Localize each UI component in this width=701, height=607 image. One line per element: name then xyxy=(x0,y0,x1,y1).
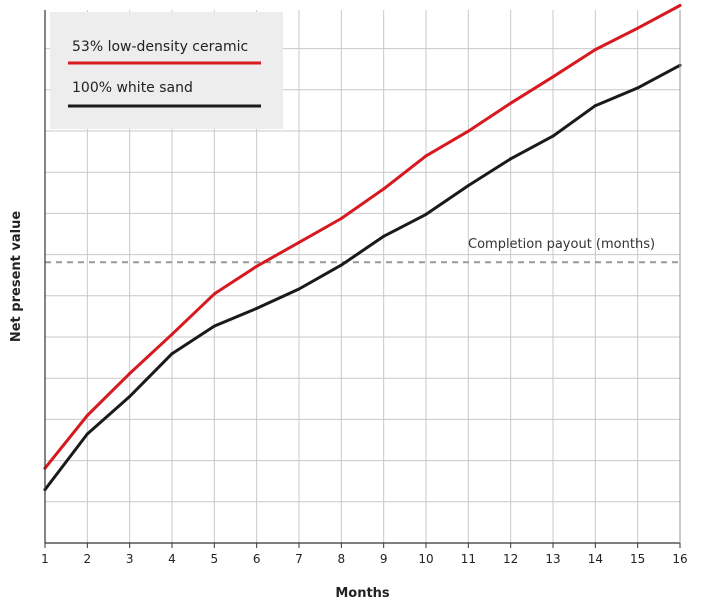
data-point-low-density-ceramic xyxy=(466,129,470,133)
x-tick-label: 16 xyxy=(672,552,687,566)
data-point-low-density-ceramic xyxy=(424,154,428,158)
data-point-low-density-ceramic xyxy=(339,217,343,221)
data-point-low-density-ceramic xyxy=(678,4,682,8)
data-point-low-density-ceramic xyxy=(636,26,640,30)
data-point-white-sand xyxy=(339,263,343,267)
data-point-white-sand xyxy=(212,324,216,328)
legend: 53% low-density ceramic 100% white sand xyxy=(50,12,283,129)
data-point-white-sand xyxy=(466,184,470,188)
data-point-white-sand xyxy=(509,157,513,161)
x-tick-label: 2 xyxy=(84,552,92,566)
data-point-white-sand xyxy=(551,134,555,138)
data-point-low-density-ceramic xyxy=(212,292,216,296)
x-tick-label: 11 xyxy=(461,552,476,566)
data-point-white-sand xyxy=(85,432,89,436)
data-point-low-density-ceramic xyxy=(255,264,259,268)
data-point-white-sand xyxy=(128,395,132,399)
data-point-low-density-ceramic xyxy=(509,101,513,105)
x-tick-labels: 1 2 3 4 5 6 7 8 9 10 11 12 13 14 15 16 xyxy=(41,552,687,566)
axes xyxy=(44,10,681,548)
series-line-low-density-ceramic xyxy=(43,4,682,470)
data-point-low-density-ceramic xyxy=(297,240,301,244)
completion-payout-label: Completion payout (months) xyxy=(468,237,655,252)
x-tick-label: 15 xyxy=(630,552,645,566)
data-point-low-density-ceramic xyxy=(85,413,89,417)
x-tick-label: 3 xyxy=(126,552,134,566)
legend-label-ceramic: 53% low-density ceramic xyxy=(72,39,248,55)
reference-layer: Completion payout (months) xyxy=(45,237,680,264)
x-axis-title: Months xyxy=(335,586,390,601)
data-point-white-sand xyxy=(636,86,640,90)
x-tick-label: 6 xyxy=(253,552,261,566)
legend-label-white-sand: 100% white sand xyxy=(72,80,193,96)
x-tick-label: 9 xyxy=(380,552,388,566)
data-point-low-density-ceramic xyxy=(551,75,555,79)
x-tick-label: 4 xyxy=(168,552,176,566)
data-point-white-sand xyxy=(170,352,174,356)
data-point-low-density-ceramic xyxy=(382,187,386,191)
x-tick-label: 7 xyxy=(295,552,303,566)
series-line-white-sand xyxy=(43,63,682,492)
y-axis-title: Net present value xyxy=(9,211,24,342)
data-point-low-density-ceramic xyxy=(128,371,132,375)
data-point-white-sand xyxy=(382,234,386,238)
legend-background xyxy=(50,12,283,129)
x-tick-label: 1 xyxy=(41,552,49,566)
x-tick-label: 14 xyxy=(588,552,603,566)
data-point-low-density-ceramic xyxy=(593,48,597,52)
x-tick-label: 8 xyxy=(338,552,346,566)
x-tick-label: 5 xyxy=(211,552,219,566)
x-tick-label: 10 xyxy=(418,552,433,566)
data-point-white-sand xyxy=(255,306,259,310)
data-point-white-sand xyxy=(593,104,597,108)
data-point-low-density-ceramic xyxy=(170,332,174,336)
data-point-white-sand xyxy=(424,212,428,216)
x-tick-label: 12 xyxy=(503,552,518,566)
series-layer xyxy=(43,4,682,492)
data-point-white-sand xyxy=(297,287,301,291)
x-tick-label: 13 xyxy=(545,552,560,566)
